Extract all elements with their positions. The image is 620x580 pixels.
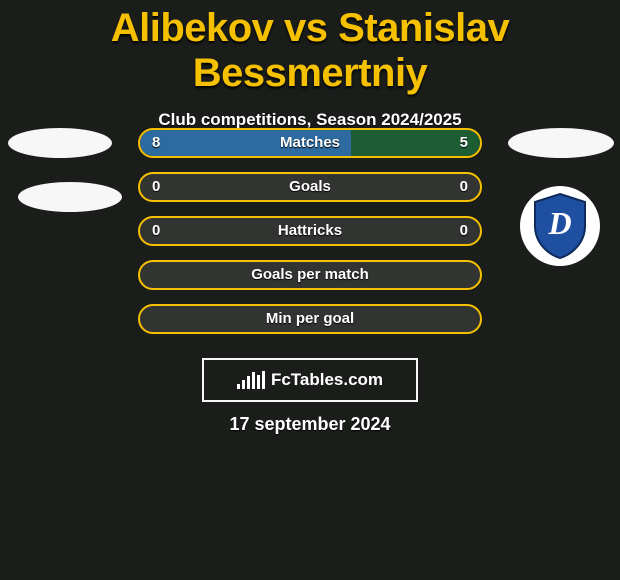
bars-icon-bar <box>247 376 250 389</box>
brand-box: FcTables.com <box>202 358 418 402</box>
bars-icon-bar <box>257 375 260 389</box>
stat-value-left: 0 <box>152 218 160 244</box>
bars-icon-bar <box>252 372 255 389</box>
club-left-avatar-placeholder <box>18 182 122 212</box>
brand-text: FcTables.com <box>271 370 383 390</box>
stat-label: Hattricks <box>140 218 480 244</box>
stat-label: Min per goal <box>140 306 480 332</box>
stat-value-left: 0 <box>152 174 160 200</box>
bars-icon-bar <box>262 371 265 389</box>
stat-row: Matches8 5 <box>138 128 482 158</box>
stat-value-right: 0 <box>460 174 468 200</box>
stat-value-right: 5 <box>460 130 468 156</box>
stats-rows-container: Matches85Goals00Hattricks00Goals per mat… <box>138 128 482 348</box>
bars-icon-bar <box>237 384 240 389</box>
stat-value-right: 0 <box>460 218 468 244</box>
player-left-avatar-placeholder <box>8 128 112 158</box>
shield-icon: D <box>531 192 589 260</box>
stat-row: Min per goal <box>138 304 482 334</box>
bars-icon <box>237 371 265 389</box>
stat-label: Matches <box>140 130 480 156</box>
stat-label: Goals <box>140 174 480 200</box>
page-subtitle: Club competitions, Season 2024/2025 <box>0 110 620 130</box>
bars-icon-bar <box>242 380 245 389</box>
footer-date: 17 september 2024 <box>0 414 620 435</box>
stat-row: Goals per match <box>138 260 482 290</box>
player-right-avatar-placeholder <box>508 128 614 158</box>
stat-row: Hattricks0 0 <box>138 216 482 246</box>
page-title: Alibekov vs Stanislav Bessmertniy <box>0 6 620 96</box>
crest-letter: D <box>547 205 571 241</box>
stat-value-left: 8 <box>152 130 160 156</box>
stat-label: Goals per match <box>140 262 480 288</box>
stat-row: Goals0 0 <box>138 172 482 202</box>
club-right-badge: D <box>520 186 600 266</box>
